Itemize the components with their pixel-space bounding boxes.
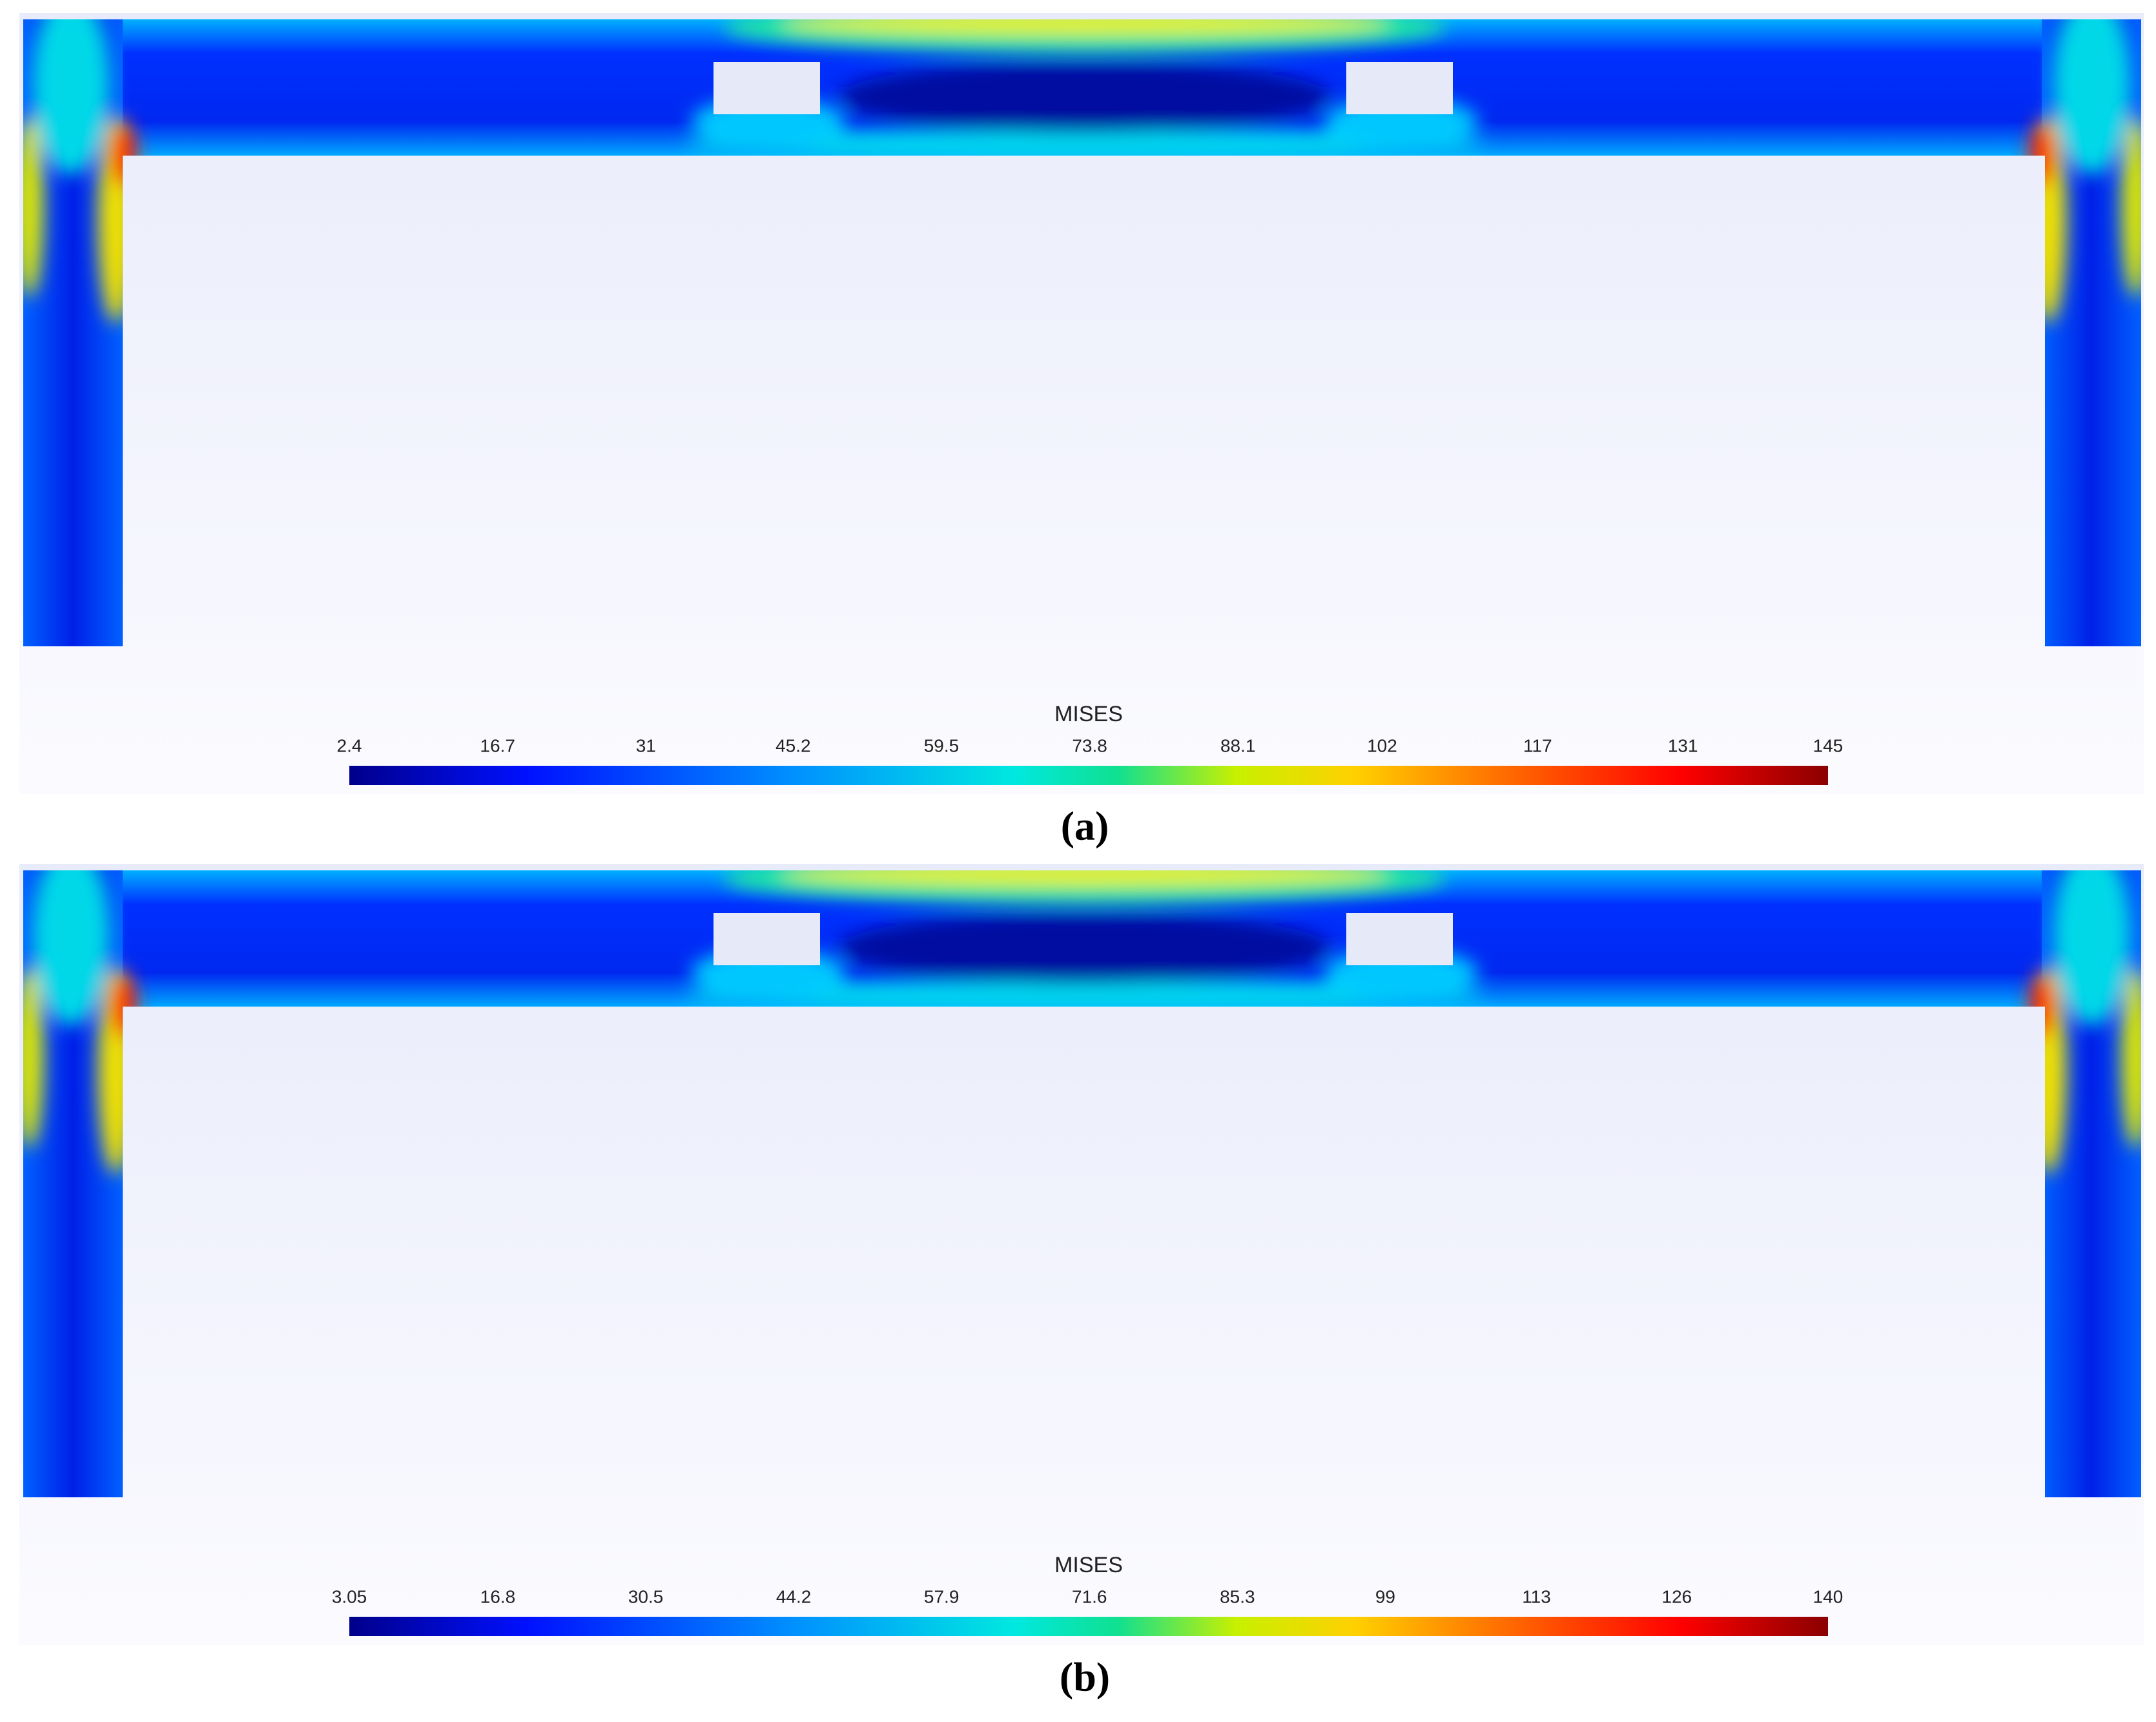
colorbar — [349, 1617, 1828, 1636]
opening — [714, 62, 820, 114]
stress-zone — [2122, 967, 2141, 1148]
colorbar-tick-label: 45.2 — [775, 735, 811, 755]
legend-title: MISES — [1054, 1553, 1123, 1577]
colorbar-tick-label: 44.2 — [776, 1586, 812, 1606]
colorbar-tick-label: 16.7 — [480, 735, 515, 755]
panel: MISES 2.4 16.7 31 45.2 59.5 73.8 88.1 102 117 131 1… — [19, 13, 2144, 849]
colorbar-tick-label: 31 — [636, 735, 656, 755]
colorbar-tick-label: 3.05 — [332, 1586, 367, 1606]
legend-title: MISES — [1054, 702, 1123, 726]
opening — [714, 913, 820, 965]
opening — [1346, 62, 1453, 114]
opening — [1346, 913, 1453, 965]
colorbar-tick-label: 16.8 — [480, 1586, 516, 1606]
stress-zone — [32, 870, 110, 1025]
panel-label: (b) — [1060, 1654, 1110, 1700]
colorbar-tick-label: 145 — [1813, 735, 1843, 755]
colorbar-tick-label: 59.5 — [924, 735, 960, 755]
colorbar-tick-label: 57.9 — [924, 1586, 960, 1606]
stress-zone — [2053, 19, 2131, 174]
contour-plot — [23, 870, 2141, 1497]
colorbar-tick-label: 126 — [1662, 1586, 1692, 1606]
stress-zone — [2053, 870, 2131, 1025]
panel: MISES 3.05 16.8 30.5 44.2 57.9 71.6 85.3 99 113 12… — [19, 864, 2144, 1700]
panel-label: (a) — [1061, 803, 1109, 849]
stress-zones — [23, 19, 2141, 323]
colorbar-tick-label: 102 — [1367, 735, 1397, 755]
stress-zone — [23, 967, 43, 1148]
colorbar-tick-label: 113 — [1522, 1586, 1551, 1606]
stress-zone — [781, 19, 1388, 35]
colorbar-tick-label: 140 — [1813, 1586, 1843, 1606]
colorbar-tick-label: 2.4 — [337, 735, 362, 755]
colorbar-tick-label: 117 — [1523, 735, 1552, 755]
stress-zone — [684, 131, 1485, 159]
stress-zone — [2122, 116, 2141, 297]
stress-zone — [684, 982, 1485, 1010]
stress-zone — [781, 870, 1388, 886]
colorbar-tick-label: 131 — [1668, 735, 1698, 755]
colorbar-tick-label: 30.5 — [628, 1586, 664, 1606]
colorbar-tick-label: 85.3 — [1220, 1586, 1255, 1606]
colorbar — [349, 766, 1828, 785]
colorbar-tick-label: 71.6 — [1072, 1586, 1107, 1606]
colorbar-tick-label: 88.1 — [1220, 735, 1256, 755]
colorbar-tick-label: 73.8 — [1072, 735, 1107, 755]
contour-plot — [23, 19, 2141, 646]
stress-zone — [32, 19, 110, 174]
stress-zone — [839, 912, 1330, 983]
stress-zone — [839, 61, 1330, 132]
colorbar-tick-label: 99 — [1375, 1586, 1395, 1606]
stress-zone — [23, 116, 43, 297]
